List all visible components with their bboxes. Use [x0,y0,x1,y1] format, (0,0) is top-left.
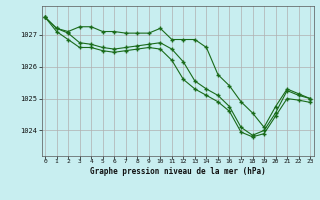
X-axis label: Graphe pression niveau de la mer (hPa): Graphe pression niveau de la mer (hPa) [90,167,266,176]
